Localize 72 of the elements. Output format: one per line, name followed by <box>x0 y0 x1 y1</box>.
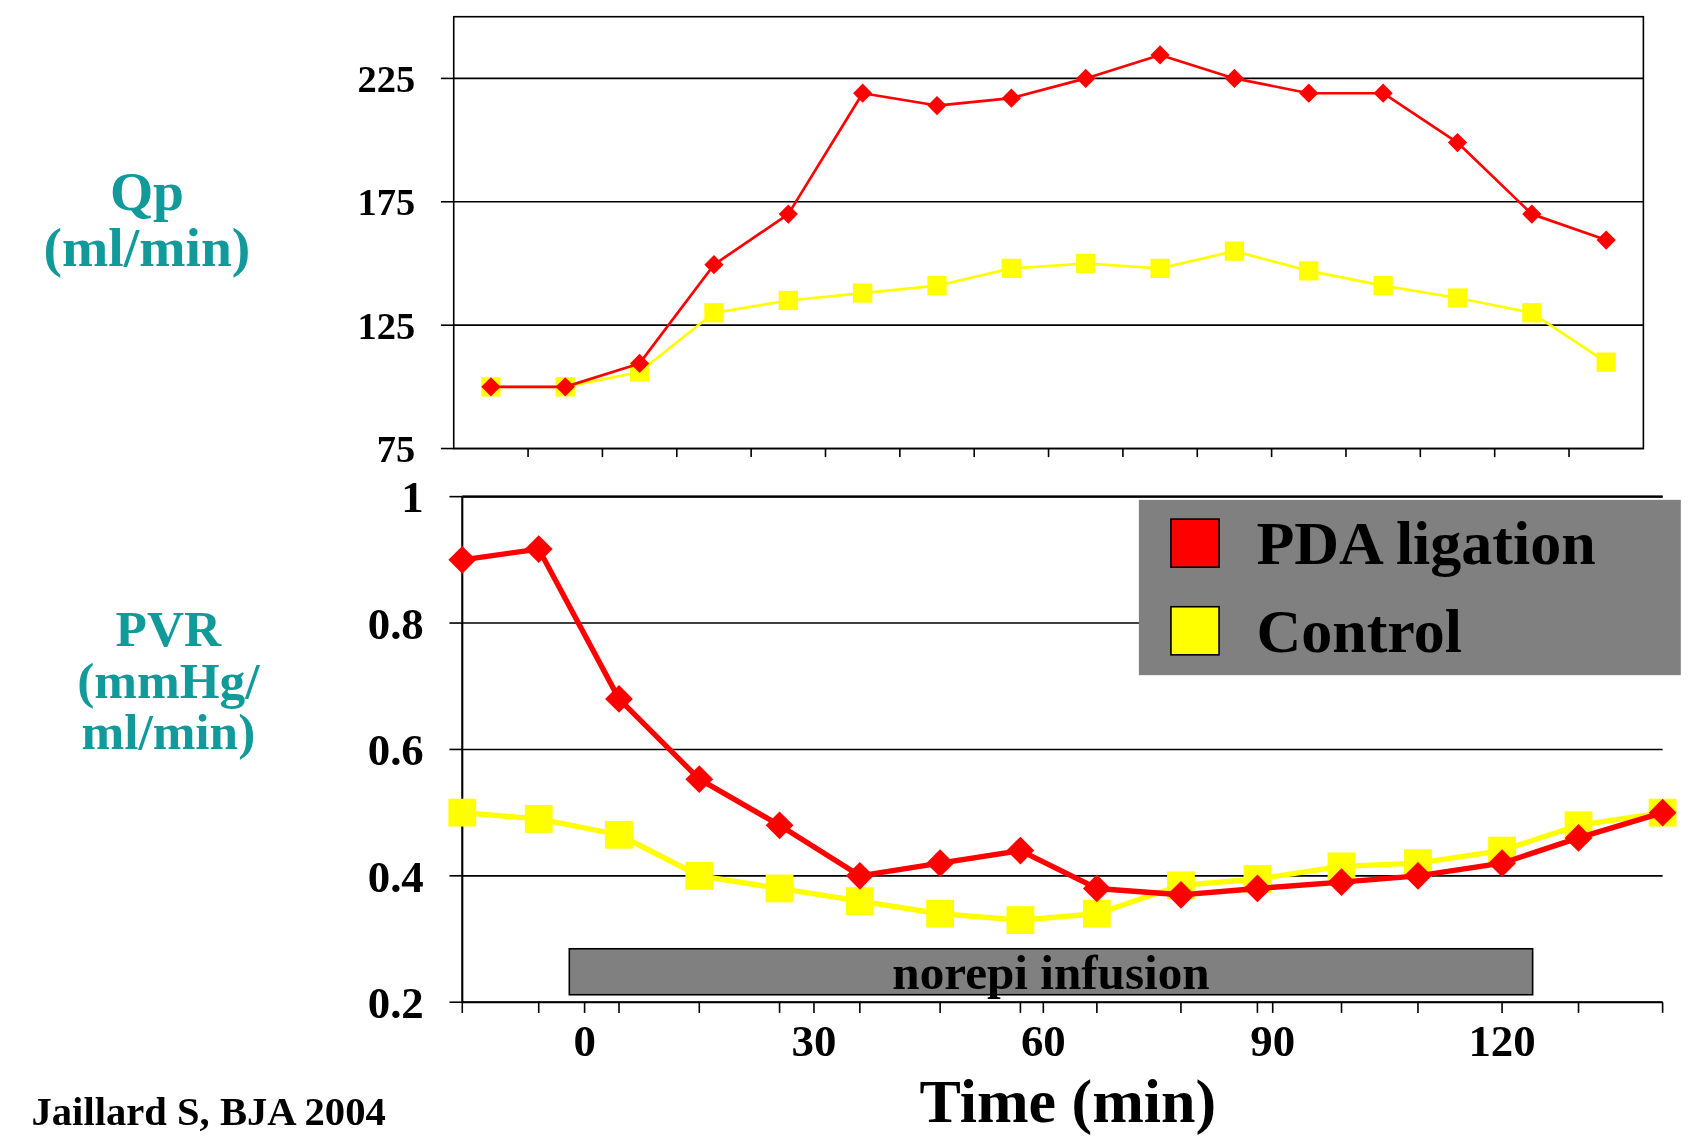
point <box>1082 874 1111 903</box>
point <box>704 303 724 323</box>
point <box>1373 276 1393 296</box>
point <box>1167 880 1195 909</box>
y-tick-label: 125 <box>357 304 416 347</box>
point <box>1596 352 1616 372</box>
point <box>1327 868 1356 897</box>
text: Jaillard S, BJA 2004 <box>31 1089 386 1135</box>
band-label: norepi infusion <box>892 945 1210 1001</box>
point <box>853 83 873 103</box>
point <box>1224 241 1245 261</box>
point <box>1564 824 1593 852</box>
point <box>524 535 553 563</box>
x-axis-title: Time (min) <box>919 1066 1217 1136</box>
point <box>1001 258 1021 279</box>
point <box>845 887 874 915</box>
point <box>605 820 633 849</box>
y-tick-label: 225 <box>357 57 416 100</box>
point <box>685 765 714 794</box>
y-axis-title: Qp (ml/min) <box>43 160 251 278</box>
point <box>845 861 874 890</box>
point <box>778 204 798 224</box>
point <box>685 861 714 890</box>
point <box>926 899 955 928</box>
point <box>1596 230 1616 250</box>
y-tick-label: 0.8 <box>367 598 424 649</box>
point <box>704 255 724 275</box>
point <box>1006 836 1035 865</box>
y-tick-label: 75 <box>376 428 416 471</box>
point <box>765 811 794 840</box>
point <box>1001 88 1021 108</box>
point <box>1224 68 1245 89</box>
point <box>1447 132 1468 153</box>
point <box>927 95 947 116</box>
point <box>629 353 650 374</box>
point <box>1076 68 1096 89</box>
point <box>1150 258 1170 279</box>
point <box>1522 303 1542 323</box>
point <box>1006 906 1035 934</box>
point <box>1082 899 1111 928</box>
y-axis-title: PVR (mmHg/ ml/min) <box>77 600 261 760</box>
point <box>1076 253 1096 274</box>
point <box>1373 83 1393 103</box>
x-tick-label: 90 <box>1250 1015 1296 1066</box>
y-tick-label: 0.4 <box>367 851 424 902</box>
y-tick-label: 1 <box>401 472 424 523</box>
point <box>765 874 794 903</box>
x-tick-label: 30 <box>791 1015 837 1066</box>
y-tick-label: 0.2 <box>367 977 424 1028</box>
point <box>605 684 633 713</box>
point <box>1488 849 1516 878</box>
point <box>1150 45 1170 65</box>
legend-label: Control <box>1256 596 1462 665</box>
point <box>524 805 553 833</box>
point <box>1404 861 1432 890</box>
y-tick-label: 0.6 <box>367 725 424 776</box>
point <box>1243 874 1272 903</box>
x-tick-label: 60 <box>1020 1015 1066 1066</box>
point <box>1299 83 1319 103</box>
point <box>853 283 873 303</box>
x-tick-label: 0 <box>573 1015 596 1066</box>
point <box>1522 204 1542 224</box>
legend-label: PDA ligation <box>1256 508 1596 577</box>
point <box>778 290 798 311</box>
point <box>448 545 477 574</box>
point <box>1447 288 1468 308</box>
x-tick-label: 120 <box>1468 1015 1536 1066</box>
point <box>448 798 477 827</box>
point <box>926 849 955 878</box>
y-tick-label: 175 <box>357 181 416 224</box>
point <box>927 276 947 296</box>
point <box>1299 261 1319 281</box>
